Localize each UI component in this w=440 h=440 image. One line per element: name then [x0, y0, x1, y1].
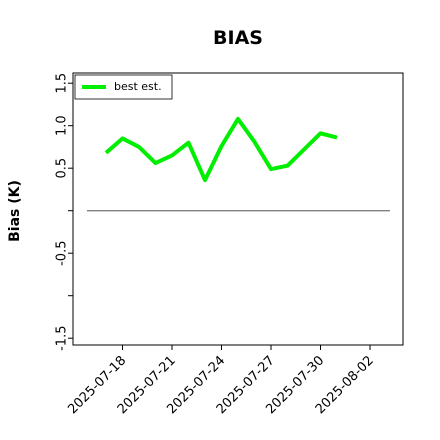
- y-tick-label: -0.5: [55, 241, 70, 266]
- y-tick-label: 0.5: [55, 158, 70, 179]
- plot-frame: [72, 72, 404, 346]
- y-tick-label: 1.5: [55, 73, 70, 94]
- legend-label: best est.: [114, 80, 162, 93]
- y-tick-label: -1.5: [55, 326, 70, 351]
- y-axis-label: Bias (K): [7, 180, 23, 242]
- data-line: [104, 116, 338, 183]
- y-tick-label: 1.0: [55, 115, 70, 136]
- chart-title: BIAS: [213, 27, 263, 49]
- legend: best est.: [74, 74, 173, 100]
